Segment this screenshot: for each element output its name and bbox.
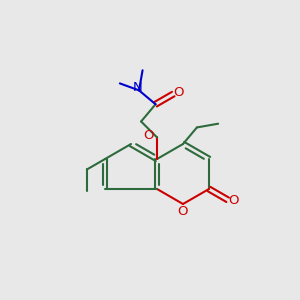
Text: O: O — [228, 194, 238, 208]
Text: N: N — [133, 82, 142, 94]
Text: O: O — [178, 205, 188, 218]
Text: O: O — [173, 86, 184, 99]
Text: O: O — [143, 129, 154, 142]
